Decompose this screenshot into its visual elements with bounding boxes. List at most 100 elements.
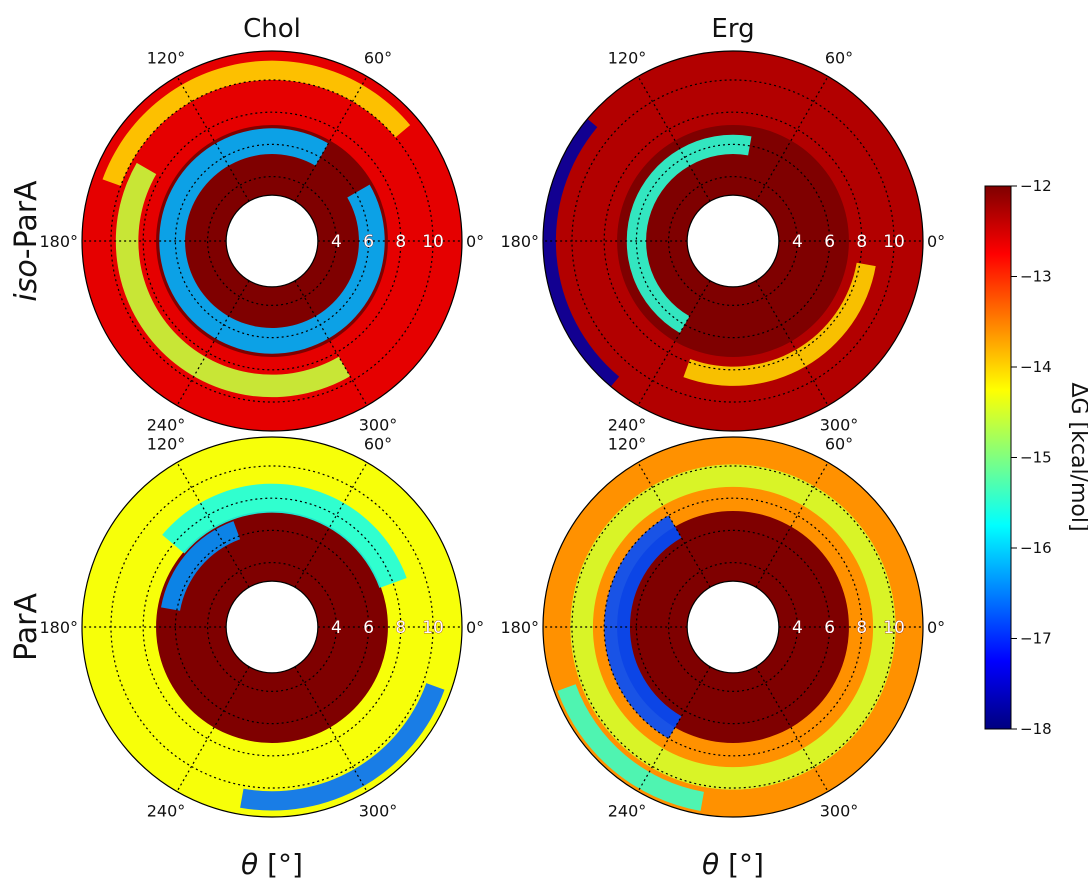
radial-gridline: [206, 561, 338, 693]
x-axis-title-left: θ [°]: [241, 848, 303, 881]
field-core: [156, 511, 388, 743]
polar-panel-erg-iso-para: 4 6 8 10 0° 60° 120° 180° 240° 300°: [500, 48, 945, 434]
angular-gridline: [755, 462, 829, 588]
angular-gridline: [294, 76, 368, 202]
field-band-0: [604, 515, 682, 739]
angular-gridline: [755, 280, 829, 406]
radial-gridline: [174, 529, 370, 725]
column-title-erg: Erg: [711, 14, 754, 44]
radial-tick-label: 6: [824, 232, 835, 252]
radial-tick-label: 8: [395, 232, 406, 252]
x-axis-symbol-left: θ: [241, 848, 258, 881]
angle-tick-label: 0°: [466, 232, 484, 251]
colorbar-tick-label: −12: [1020, 177, 1052, 195]
radial-gridline: [142, 497, 402, 757]
polar-panel-chol-para: 4 6 8 10 0° 60° 120° 180° 240° 300°: [39, 434, 484, 820]
angle-tick-label: 240°: [147, 416, 186, 435]
angular-gridline: [176, 76, 250, 202]
radial-tick-label: 4: [792, 232, 803, 252]
colorbar-tick-label: −13: [1020, 268, 1052, 286]
field-band-1: [683, 262, 876, 386]
angle-tick-label: 180°: [500, 618, 539, 637]
colorbar-tick-label: −17: [1020, 630, 1052, 648]
angle-tick-label: 60°: [364, 434, 392, 453]
radial-gridline: [667, 561, 799, 693]
row-title-para: ParA: [9, 593, 44, 661]
radial-gridline: [110, 465, 434, 789]
field-band-0: [626, 134, 752, 334]
panel-inner-hole: [225, 194, 319, 288]
angle-tick-label: 60°: [825, 48, 853, 67]
angular-gridline: [637, 666, 711, 792]
radial-gridline: [635, 143, 831, 339]
angle-tick-label: 300°: [359, 416, 398, 435]
angle-tick-label: 180°: [500, 232, 539, 251]
angular-gridline: [294, 666, 368, 792]
angular-gridline: [176, 462, 250, 588]
radial-gridline: [667, 175, 799, 307]
row-title-iso-para: iso-ParA: [9, 180, 44, 302]
panel-field: [543, 51, 923, 431]
panel-outer-border: [542, 436, 924, 818]
radial-gridline: [571, 79, 895, 403]
angular-gridline: [176, 666, 250, 792]
colorbar-tick-label: −18: [1020, 720, 1052, 738]
angle-tick-label: 0°: [927, 618, 945, 637]
field-core: [617, 124, 849, 358]
colorbar-tick-label: −15: [1020, 449, 1052, 467]
panel-outer-border: [81, 436, 463, 818]
row-title-para-text: ParA: [9, 593, 44, 661]
panels-group: 4 6 8 10 0°60°120°180°240° 300°4 6 8 10 0°60°120°…: [39, 48, 945, 820]
radial-tick-label: 10: [883, 618, 905, 638]
colorbar-title: ΔG [kcal/mol]: [1066, 382, 1088, 531]
radial-tick-label: 4: [331, 618, 342, 638]
field-core: [617, 510, 849, 744]
angle-tick-label: 60°: [364, 48, 392, 67]
radial-tick-label: 8: [856, 232, 867, 252]
radial-gridline: [571, 465, 895, 789]
field-band-0: [161, 521, 241, 611]
angle-tick-label: 240°: [147, 802, 186, 821]
radial-tick-label: 10: [883, 232, 905, 252]
angle-tick-label: 60°: [825, 434, 853, 453]
angle-tick-label: 0°: [927, 232, 945, 251]
angle-tick-label: 120°: [147, 434, 186, 453]
colorbar: −12 −13 −14 −15 −16 −17 −18 ΔG [kcal/mol]: [984, 177, 1088, 738]
angle-tick-label: 240°: [608, 416, 647, 435]
x-axis-unit-left: [°]: [267, 848, 303, 881]
radial-gridline: [603, 497, 863, 757]
panel-inner-hole: [686, 194, 780, 288]
colorbar-tick-label: −16: [1020, 539, 1052, 557]
polar-panel-chol-iso-para: 4 6 8 10 0° 60° 120° 180° 240° 300°: [39, 48, 484, 434]
angle-tick-label: 300°: [359, 802, 398, 821]
angle-tick-label: 300°: [820, 802, 859, 821]
radial-gridline: [110, 79, 434, 403]
angular-gridline: [755, 76, 829, 202]
panel-outer-border: [542, 50, 924, 432]
radial-tick-label: 4: [331, 232, 342, 252]
row-title-iso-suffix: -ParA: [9, 180, 44, 259]
angular-gridline: [637, 76, 711, 202]
angle-tick-label: 120°: [147, 48, 186, 67]
colorbar-ticks: −12 −13 −14 −15 −16 −17 −18: [1011, 177, 1052, 738]
angular-gridline: [294, 462, 368, 588]
radial-gridline: [206, 175, 338, 307]
angle-tick-label: 120°: [608, 434, 647, 453]
polar-panel-erg-para: 4 6 8 10 0° 60° 120° 180° 240° 300°: [500, 434, 945, 820]
angular-gridline: [755, 666, 829, 792]
angular-gridline: [637, 462, 711, 588]
angle-tick-label: 120°: [608, 48, 647, 67]
angular-gridline: [176, 280, 250, 406]
radial-gridline: [603, 111, 863, 371]
panel-outer-border: [81, 50, 463, 432]
angle-tick-label: 300°: [820, 416, 859, 435]
radial-gridline: [174, 143, 370, 339]
angular-gridline: [294, 280, 368, 406]
radial-gridline: [142, 111, 402, 371]
radial-tick-label: 8: [856, 618, 867, 638]
angle-tick-label: 180°: [39, 618, 78, 637]
panel-inner-hole: [686, 580, 780, 674]
panel-inner-hole: [225, 580, 319, 674]
field-band-2: [543, 118, 620, 387]
